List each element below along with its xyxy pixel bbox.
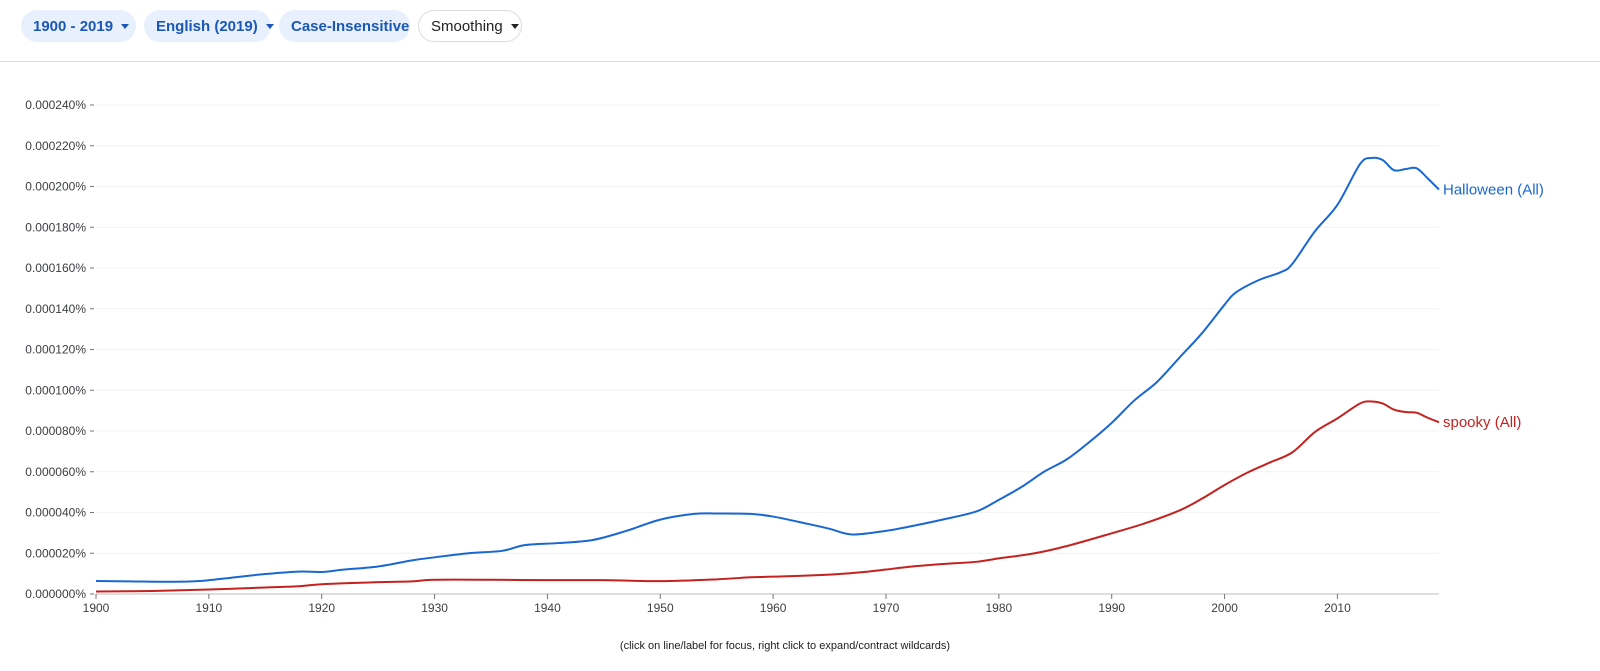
x-tick-label: 2010 <box>1324 601 1351 615</box>
x-tick-label: 1940 <box>534 601 561 615</box>
y-tick-label: 0.000200% <box>25 180 86 194</box>
series-line-halloween[interactable] <box>95 156 1440 583</box>
x-tick-label: 1950 <box>647 601 674 615</box>
x-tick-label: 1930 <box>421 601 448 615</box>
y-tick-label: 0.000100% <box>25 383 86 397</box>
x-tick-label: 1920 <box>308 601 335 615</box>
smoothing-dropdown[interactable]: Smoothing <box>418 10 522 42</box>
y-tick-label: 0.000040% <box>25 506 86 520</box>
corpus-label: English (2019) <box>156 17 258 35</box>
chart-hint: (click on line/label for focus, right cl… <box>619 640 951 652</box>
y-tick-label: 0.000180% <box>25 220 86 234</box>
x-tick-label: 1980 <box>986 601 1013 615</box>
corpus-dropdown[interactable]: English (2019) <box>144 10 274 42</box>
y-tick-label: 0.000080% <box>25 424 86 438</box>
case-label: Case-Insensitive <box>291 17 410 35</box>
case-insensitive-toggle[interactable]: Case-Insensitive <box>279 10 410 42</box>
x-tick-label: 1910 <box>196 601 223 615</box>
chevron-down-icon <box>265 23 274 29</box>
x-tick-label: 1900 <box>83 601 110 615</box>
y-tick-label: 0.000220% <box>25 139 86 153</box>
toolbar: 1900 - 2019 English (2019) Case-Insensit… <box>0 0 1600 62</box>
year-range-label: 1900 - 2019 <box>33 17 114 35</box>
series-label-halloween[interactable]: Halloween (All) <box>1443 182 1544 199</box>
ngram-chart: 0.000000% 0.000020% 0.000040% 0.000060% 0.00… <box>25 98 1544 615</box>
series-line-spooky[interactable] <box>95 400 1440 593</box>
chevron-down-icon <box>121 23 130 29</box>
y-tick-label: 0.000120% <box>25 343 86 357</box>
x-tick-label: 1960 <box>760 601 787 615</box>
series-label-spooky[interactable]: spooky (All) <box>1443 414 1521 431</box>
y-tick-label: 0.000000% <box>25 587 86 601</box>
x-tick-label: 1970 <box>873 601 900 615</box>
chevron-down-icon <box>510 23 519 29</box>
year-range-dropdown[interactable]: 1900 - 2019 <box>21 10 136 42</box>
y-tick-label: 0.000160% <box>25 261 86 275</box>
smoothing-label: Smoothing <box>431 17 503 35</box>
x-tick-label: 1990 <box>1098 601 1125 615</box>
x-tick-label: 2000 <box>1211 601 1238 615</box>
y-tick-label: 0.000140% <box>25 302 86 316</box>
y-tick-label: 0.000060% <box>25 465 86 479</box>
y-tick-label: 0.000020% <box>25 546 86 560</box>
y-tick-label: 0.000240% <box>25 98 86 112</box>
